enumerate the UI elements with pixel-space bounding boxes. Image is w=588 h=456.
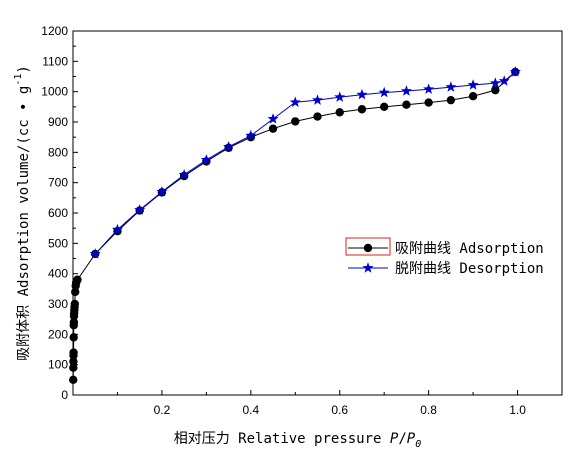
desorption-point bbox=[423, 83, 435, 94]
y-tick-label: 900 bbox=[48, 115, 68, 129]
desorption-point bbox=[498, 75, 510, 86]
desorption-point bbox=[223, 141, 235, 152]
y-tick-label: 1000 bbox=[41, 85, 68, 99]
desorption-point bbox=[445, 81, 457, 92]
x-axis-title-var2: P bbox=[407, 431, 416, 447]
desorption-point bbox=[289, 96, 301, 107]
y-axis-title-main: 吸附体积 Adsorption volume/(cc • g bbox=[16, 86, 32, 361]
legend-adsorption-label: 吸附曲线 Adsorption bbox=[395, 241, 544, 257]
y-tick-label: 200 bbox=[48, 327, 68, 341]
adsorption-point bbox=[69, 318, 79, 327]
y-tick-label: 700 bbox=[48, 176, 68, 190]
y-axis-title-close: ) bbox=[16, 65, 32, 73]
y-tick-label: 500 bbox=[48, 236, 68, 250]
legend-entries: 吸附曲线 Adsorption 脱附曲线 Desorption bbox=[348, 241, 544, 277]
adsorption-point bbox=[402, 100, 411, 109]
adsorption-point bbox=[335, 108, 344, 117]
y-tick-label: 0 bbox=[61, 388, 68, 402]
x-tick-label: 0.8 bbox=[420, 403, 437, 417]
desorption-point bbox=[489, 77, 501, 88]
tick-layer bbox=[73, 30, 563, 396]
y-tick-label: 1200 bbox=[41, 24, 68, 38]
x-axis-title-prefix: 相对压力 Relative pressure bbox=[174, 431, 390, 447]
desorption-point bbox=[334, 91, 346, 102]
adsorption-point bbox=[379, 102, 389, 112]
desorption-point bbox=[156, 185, 168, 197]
legend-highlight-box bbox=[345, 237, 391, 256]
adsorption-series bbox=[69, 67, 520, 385]
desorption-point bbox=[400, 85, 412, 96]
x-axis-title: 相对压力 Relative pressure P/P0 bbox=[174, 431, 422, 450]
y-tick-label: 600 bbox=[48, 206, 68, 220]
legend-desorption-label: 脱附曲线 Desorption bbox=[395, 261, 544, 277]
series-layer bbox=[69, 66, 521, 385]
desorption-point bbox=[267, 113, 279, 124]
adsorption-point bbox=[69, 348, 78, 357]
adsorption-point bbox=[73, 275, 82, 284]
desorption-point bbox=[378, 86, 390, 98]
adsorption-point bbox=[424, 98, 433, 107]
y-tick-label: 1100 bbox=[42, 54, 68, 68]
adsorption-point bbox=[468, 92, 478, 101]
x-tick-label: 0.6 bbox=[331, 403, 348, 417]
y-axis-title: 吸附体积 Adsorption volume/(cc • g-1) bbox=[13, 65, 32, 361]
desorption-point bbox=[134, 204, 146, 215]
x-axis-title-var1: P bbox=[390, 431, 399, 447]
y-tick-label: 800 bbox=[48, 145, 68, 159]
y-tick-label: 100 bbox=[48, 358, 68, 372]
tick-label-layer: 0 100 200 300 400 500 600 700 800 900 1000 1100 1200… bbox=[41, 24, 526, 417]
legend-adsorption-swatch-marker bbox=[363, 243, 373, 253]
legend-desorption-swatch-marker bbox=[362, 262, 374, 273]
x-axis-title-subscript: 0 bbox=[415, 439, 421, 450]
x-axis-title-slash: / bbox=[398, 431, 406, 447]
y-tick-label: 400 bbox=[48, 267, 68, 281]
desorption-point bbox=[245, 129, 257, 141]
legend-desorption: 脱附曲线 Desorption bbox=[348, 261, 544, 277]
x-tick-label: 0.2 bbox=[154, 403, 171, 417]
desorption-point bbox=[89, 248, 101, 259]
adsorption-point bbox=[69, 333, 78, 342]
adsorption-point bbox=[268, 124, 278, 133]
desorption-point bbox=[178, 168, 190, 180]
legend-adsorption: 吸附曲线 Adsorption bbox=[348, 241, 544, 257]
desorption-point bbox=[200, 154, 212, 165]
desorption-point bbox=[467, 79, 479, 90]
desorption-point bbox=[111, 223, 123, 235]
adsorption-point bbox=[313, 112, 322, 121]
adsorption-point bbox=[491, 85, 500, 95]
adsorption-point bbox=[357, 105, 367, 114]
adsorption-point bbox=[446, 95, 456, 105]
x-tick-label: 1.0 bbox=[509, 403, 526, 417]
plot-frame bbox=[72, 30, 563, 396]
desorption-point bbox=[356, 88, 368, 100]
adsorption-point bbox=[70, 299, 79, 309]
desorption-series bbox=[89, 66, 521, 259]
desorption-point bbox=[311, 94, 324, 105]
x-tick-label: 0.4 bbox=[242, 403, 259, 417]
y-axis-title-superscript: -1 bbox=[13, 74, 24, 86]
legend: 吸附曲线 Adsorption 脱附曲线 Desorption bbox=[345, 237, 544, 277]
adsorption-point bbox=[291, 117, 300, 126]
desorption-point bbox=[509, 66, 521, 77]
y-tick-label: 300 bbox=[48, 297, 68, 311]
